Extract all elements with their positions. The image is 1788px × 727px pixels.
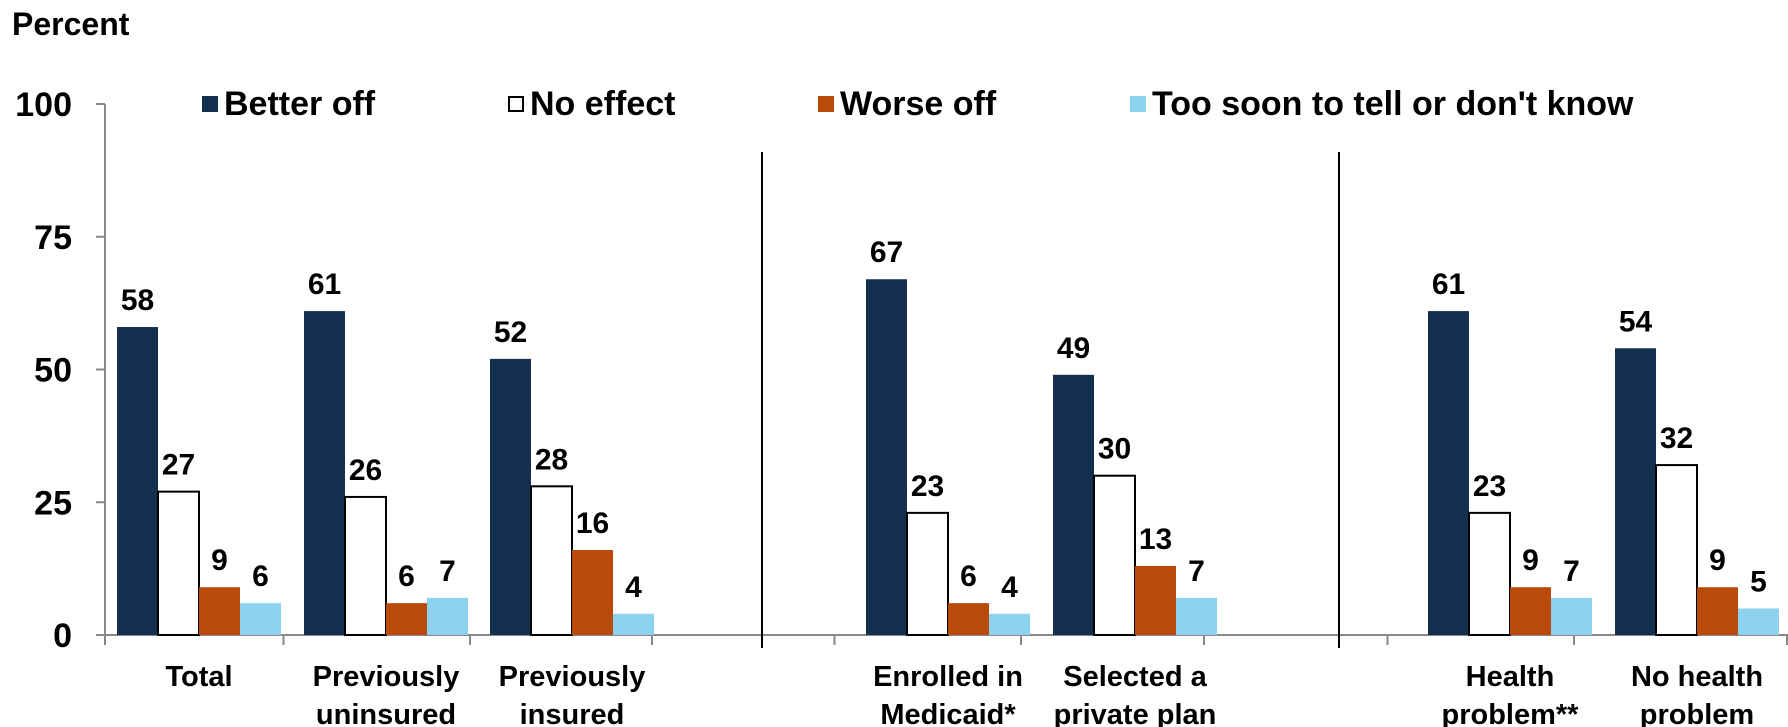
bar: [1176, 597, 1217, 635]
data-label: 26: [349, 454, 382, 487]
category-label: problem: [1640, 699, 1754, 727]
data-label: 5: [1750, 565, 1767, 598]
bar: [1615, 348, 1656, 635]
category-label: Selected a: [1063, 661, 1207, 693]
y-tick-label: 25: [34, 484, 72, 522]
category-label: No health: [1631, 661, 1763, 693]
bar: [1053, 374, 1094, 635]
category-label: private plan: [1054, 699, 1217, 727]
legend-label-better-off: Better off: [224, 84, 376, 123]
data-label: 7: [439, 555, 456, 588]
data-label: 28: [535, 443, 568, 476]
bar: [304, 311, 345, 635]
data-label: 30: [1098, 433, 1131, 466]
bar: [1135, 565, 1176, 635]
category-label: Enrolled in: [873, 661, 1023, 693]
bar: [1428, 311, 1469, 635]
data-label: 61: [1432, 268, 1465, 301]
bar: [157, 490, 200, 636]
data-label: 9: [211, 544, 228, 577]
y-axis-title: Percent: [12, 6, 130, 42]
bar: [427, 597, 468, 635]
category-label: Health: [1466, 661, 1555, 693]
data-label: 7: [1563, 555, 1580, 588]
bar: [490, 358, 531, 635]
data-label: 6: [252, 560, 269, 593]
data-label: 27: [162, 449, 195, 482]
data-label: 9: [1522, 544, 1539, 577]
data-label: 52: [494, 316, 527, 349]
bar: [572, 550, 613, 635]
legend-label-worse-off: Worse off: [840, 84, 997, 123]
bar: [613, 613, 654, 635]
category-label: Total: [165, 661, 232, 693]
data-label: 4: [1001, 571, 1018, 604]
data-label: 32: [1660, 422, 1693, 455]
bar: [386, 603, 427, 635]
category-label: insured: [520, 699, 625, 727]
legend-swatch-too-soon: [1130, 96, 1146, 112]
data-label: 13: [1139, 523, 1172, 556]
y-tick-label: 50: [34, 352, 72, 390]
data-label: 61: [308, 268, 341, 301]
data-label: 49: [1057, 332, 1090, 365]
data-label: 58: [121, 284, 154, 317]
data-label: 7: [1188, 555, 1205, 588]
legend-item-no-effect: No effect: [508, 84, 675, 124]
legend-item-worse-off: Worse off: [818, 84, 996, 124]
legend-swatch-no-effect: [508, 96, 524, 112]
bar: [866, 279, 907, 635]
legend-label-too-soon: Too soon to tell or don't know: [1152, 84, 1634, 123]
data-label: 23: [1473, 470, 1506, 503]
bar: [1738, 608, 1779, 635]
data-label: 67: [870, 236, 903, 269]
category-label: Medicaid*: [880, 699, 1016, 727]
category-label: Previously: [499, 661, 646, 693]
category-label: problem**: [1442, 699, 1580, 727]
bar: [1093, 474, 1136, 637]
data-label: 4: [625, 571, 642, 604]
data-label: 23: [911, 470, 944, 503]
data-label: 6: [960, 560, 977, 593]
bar: [1551, 597, 1592, 635]
y-tick-label: 0: [53, 617, 72, 655]
legend-item-better-off: Better off: [202, 84, 375, 124]
legend-item-too-soon: Too soon to tell or don't know: [1130, 84, 1634, 124]
bar: [240, 603, 281, 635]
data-label: 16: [576, 507, 609, 540]
y-tick-label: 75: [34, 219, 72, 257]
category-label: uninsured: [316, 699, 456, 727]
legend-swatch-worse-off: [818, 96, 834, 112]
bar: [948, 603, 989, 635]
legend-label-no-effect: No effect: [530, 84, 676, 123]
bar: [1655, 464, 1698, 636]
category-label: Previously: [313, 661, 460, 693]
bar: [117, 327, 158, 635]
bar: [906, 511, 949, 636]
data-label: 6: [398, 560, 415, 593]
y-tick-label: 100: [15, 86, 72, 124]
data-label: 9: [1709, 544, 1726, 577]
bar: [1697, 587, 1738, 635]
data-label: 54: [1619, 305, 1653, 338]
bar: [1510, 587, 1551, 635]
legend-swatch-better-off: [202, 96, 218, 112]
bar: [199, 587, 240, 635]
bar: [989, 613, 1030, 635]
bar: [530, 485, 573, 636]
bar: [1468, 511, 1511, 636]
bar: [344, 495, 387, 636]
